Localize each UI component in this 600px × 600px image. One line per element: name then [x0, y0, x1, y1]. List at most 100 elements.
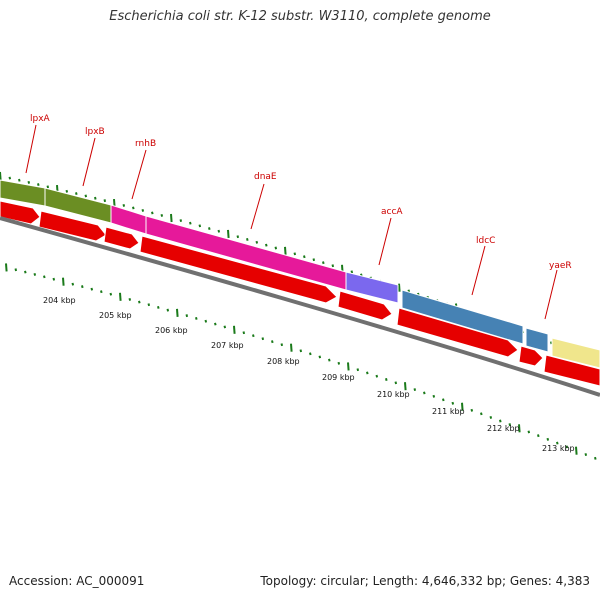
- minor-tick: [499, 419, 502, 423]
- minor-tick: [223, 325, 227, 329]
- ruler-label: 210 kbp: [377, 390, 410, 399]
- minor-tick: [75, 192, 78, 196]
- minor-tick: [246, 238, 249, 241]
- gene-label-lpxB[interactable]: lpxB: [85, 127, 105, 137]
- minor-tick: [423, 391, 426, 395]
- gene-leader-line: [25, 124, 37, 174]
- minor-tick: [151, 211, 154, 215]
- minor-tick: [565, 445, 569, 449]
- accession-text: Accession: AC_000091: [9, 574, 145, 588]
- major-tick: [461, 402, 464, 411]
- gene-leader-line: [471, 245, 486, 296]
- gene-label-yaeR[interactable]: yaeR: [549, 261, 572, 271]
- minor-tick: [537, 434, 540, 438]
- minor-tick: [90, 287, 94, 291]
- gene-label-dnaE[interactable]: dnaE: [254, 172, 277, 182]
- genome-backbone: [0, 216, 600, 397]
- minor-tick: [132, 206, 135, 210]
- cds-arrow[interactable]: [0, 200, 41, 225]
- major-tick: [5, 263, 8, 272]
- ruler-label: 206 kbp: [155, 326, 188, 335]
- minor-tick: [52, 277, 56, 281]
- cds-arrow[interactable]: [139, 235, 338, 304]
- minor-tick: [385, 378, 388, 381]
- minor-tick: [331, 264, 335, 268]
- minor-tick: [303, 255, 306, 259]
- minor-tick: [480, 412, 483, 416]
- cds-arrow[interactable]: [38, 210, 107, 242]
- gene-label-rnhB[interactable]: rnhB: [135, 139, 156, 149]
- gene-segment-unlabeled-blue[interactable]: [525, 327, 549, 353]
- minor-tick: [255, 240, 259, 244]
- cds-arrow[interactable]: [543, 354, 600, 387]
- minor-tick: [214, 322, 217, 326]
- major-tick: [170, 213, 173, 223]
- cds-arrow[interactable]: [396, 307, 519, 358]
- minor-tick: [128, 297, 132, 301]
- minor-tick: [312, 258, 316, 262]
- minor-tick: [350, 270, 354, 274]
- minor-tick: [18, 178, 21, 182]
- ruler-label: 204 kbp: [43, 296, 76, 305]
- major-tick: [404, 382, 407, 391]
- ruler-label: 213 kbp: [542, 444, 575, 453]
- minor-tick: [261, 337, 265, 341]
- minor-tick: [299, 349, 303, 353]
- major-tick: [347, 362, 350, 371]
- minor-tick: [356, 368, 360, 372]
- minor-tick: [546, 437, 550, 441]
- major-tick: [290, 343, 293, 352]
- minor-tick: [81, 285, 84, 289]
- minor-tick: [309, 352, 312, 356]
- minor-tick: [432, 394, 436, 398]
- gene-segment-accA[interactable]: [345, 271, 399, 304]
- ruler-labels: 204 kbp 205 kbp 206 kbp 207 kbp 208 kbp …: [43, 296, 575, 453]
- gene-label-lpxA[interactable]: lpxA: [30, 114, 51, 124]
- major-tick: [62, 277, 65, 286]
- major-tick: [227, 229, 230, 239]
- gene-label-ldcC[interactable]: ldcC: [476, 236, 495, 246]
- minor-tick: [322, 261, 325, 265]
- minor-tick: [27, 180, 31, 184]
- minor-tick: [179, 219, 183, 223]
- minor-tick: [8, 176, 12, 180]
- minor-tick: [508, 423, 512, 427]
- minor-tick: [141, 208, 145, 212]
- gene-leader-line: [131, 149, 147, 200]
- ruler-label: 209 kbp: [322, 373, 355, 382]
- major-tick: [176, 308, 179, 317]
- gene-label-accA[interactable]: accA: [381, 207, 403, 217]
- minor-tick: [584, 453, 588, 456]
- minor-tick: [337, 361, 341, 365]
- gene-segment-yaeR[interactable]: [551, 337, 600, 369]
- major-tick: [233, 325, 236, 334]
- genome-summary-text: Topology: circular; Length: 4,646,332 bp…: [260, 574, 590, 588]
- feature-band: [0, 179, 600, 369]
- minor-tick: [394, 381, 398, 385]
- minor-tick: [198, 224, 202, 228]
- minor-tick: [195, 316, 198, 320]
- ruler-label: 211 kbp: [432, 407, 465, 416]
- minor-tick: [109, 292, 113, 296]
- major-tick: [0, 171, 2, 181]
- minor-tick: [204, 319, 208, 323]
- ruler-label: 208 kbp: [267, 357, 300, 366]
- minor-tick: [442, 398, 445, 402]
- minor-tick: [217, 229, 221, 233]
- cds-arrow[interactable]: [103, 226, 140, 250]
- ruler-label: 212 kbp: [487, 424, 520, 433]
- ruler-label: 205 kbp: [99, 311, 132, 320]
- minor-tick: [160, 213, 164, 217]
- minor-tick: [43, 275, 46, 279]
- minor-tick: [375, 374, 379, 378]
- gene-segment-ldcC[interactable]: [401, 289, 524, 345]
- major-tick: [119, 292, 122, 301]
- cds-arrow[interactable]: [518, 345, 544, 367]
- minor-tick: [14, 268, 18, 272]
- minor-tick: [46, 185, 50, 189]
- gene-leader-line: [378, 217, 392, 266]
- cds-arrow[interactable]: [337, 290, 393, 321]
- minor-tick: [594, 456, 597, 460]
